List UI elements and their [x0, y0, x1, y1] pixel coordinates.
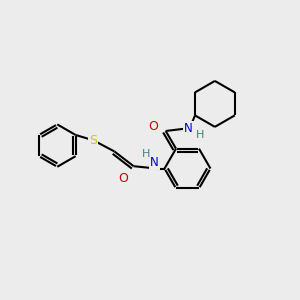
Text: N: N: [184, 122, 193, 134]
Text: O: O: [148, 120, 158, 133]
Text: S: S: [89, 134, 97, 147]
Text: H: H: [196, 130, 204, 140]
Text: H: H: [142, 149, 151, 159]
Text: N: N: [150, 156, 159, 169]
Text: O: O: [118, 172, 128, 185]
